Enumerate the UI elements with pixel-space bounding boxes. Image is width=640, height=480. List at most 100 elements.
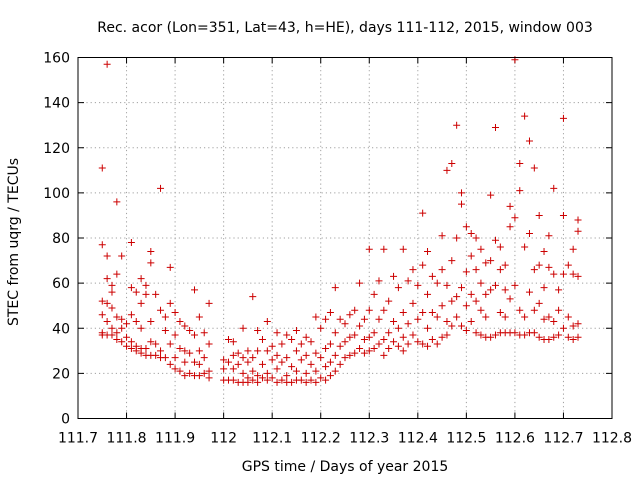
data-point <box>118 338 126 346</box>
data-point <box>414 338 422 346</box>
data-point <box>458 322 466 330</box>
x-tick-label: 112.4 <box>398 431 438 447</box>
data-point <box>365 333 373 341</box>
data-point <box>331 329 339 337</box>
data-point <box>535 261 543 269</box>
data-point <box>258 374 266 382</box>
data-point <box>438 333 446 341</box>
data-point <box>263 376 271 384</box>
data-point <box>555 286 563 294</box>
data-point <box>142 281 150 289</box>
data-point <box>244 378 252 386</box>
data-point <box>346 333 354 341</box>
data-point <box>521 243 529 251</box>
data-point <box>157 306 165 314</box>
data-point <box>317 354 325 362</box>
data-point <box>574 216 582 224</box>
data-point <box>458 284 466 292</box>
data-point <box>166 340 174 348</box>
y-tick-label: 160 <box>43 51 70 67</box>
data-point <box>171 354 179 362</box>
data-point <box>239 354 247 362</box>
data-point <box>322 315 330 323</box>
data-point <box>132 347 140 355</box>
data-point <box>166 299 174 307</box>
y-tick-label: 60 <box>52 276 70 292</box>
x-tick-label: 112.6 <box>495 431 535 447</box>
data-point <box>224 358 232 366</box>
data-point <box>191 286 199 294</box>
data-point <box>399 308 407 316</box>
x-tick-label: 111.9 <box>155 431 195 447</box>
data-point <box>147 259 155 267</box>
data-point <box>525 229 533 237</box>
data-point <box>516 187 524 195</box>
data-point <box>176 317 184 325</box>
data-point <box>322 363 330 371</box>
data-point <box>443 281 451 289</box>
data-point <box>346 311 354 319</box>
data-point <box>127 311 135 319</box>
data-points <box>98 56 582 386</box>
data-point <box>220 356 228 364</box>
data-point <box>98 164 106 172</box>
data-point <box>424 342 432 350</box>
data-point <box>390 272 398 280</box>
y-tick-label: 120 <box>43 141 70 157</box>
data-point <box>453 293 461 301</box>
data-point <box>530 164 538 172</box>
data-point <box>356 279 364 287</box>
data-point <box>254 372 262 380</box>
data-point <box>157 184 165 192</box>
data-point <box>166 360 174 368</box>
data-point <box>249 376 257 384</box>
data-point <box>297 356 305 364</box>
y-tick-label: 140 <box>43 96 70 112</box>
data-point <box>161 354 169 362</box>
data-point <box>224 336 232 344</box>
data-point <box>288 363 296 371</box>
data-point <box>462 223 470 231</box>
data-point <box>487 286 495 294</box>
data-point <box>186 349 194 357</box>
data-point <box>205 374 213 382</box>
data-point <box>506 295 514 303</box>
data-point <box>530 329 538 337</box>
data-point <box>152 340 160 348</box>
data-point <box>559 114 567 122</box>
data-point <box>525 137 533 145</box>
data-point <box>370 345 378 353</box>
data-point <box>448 297 456 305</box>
data-point <box>394 284 402 292</box>
data-point <box>496 266 504 274</box>
data-point <box>113 313 121 321</box>
data-point <box>312 367 320 375</box>
data-point <box>564 261 572 269</box>
data-point <box>254 378 262 386</box>
data-point <box>142 290 150 298</box>
data-point <box>448 257 456 265</box>
data-point <box>370 329 378 337</box>
data-point <box>234 349 242 357</box>
data-point <box>113 336 121 344</box>
data-point <box>385 345 393 353</box>
data-point <box>229 351 237 359</box>
data-point <box>516 160 524 168</box>
data-point <box>161 327 169 335</box>
data-point <box>229 338 237 346</box>
data-point <box>404 320 412 328</box>
data-point <box>229 365 237 373</box>
data-point <box>491 123 499 131</box>
data-point <box>574 227 582 235</box>
data-point <box>118 324 126 332</box>
y-tick-label: 100 <box>43 186 70 202</box>
data-point <box>467 229 475 237</box>
data-point <box>375 340 383 348</box>
data-point <box>205 367 213 375</box>
data-point <box>176 367 184 375</box>
data-point <box>268 374 276 382</box>
data-point <box>477 245 485 253</box>
data-point <box>477 331 485 339</box>
data-point <box>288 378 296 386</box>
